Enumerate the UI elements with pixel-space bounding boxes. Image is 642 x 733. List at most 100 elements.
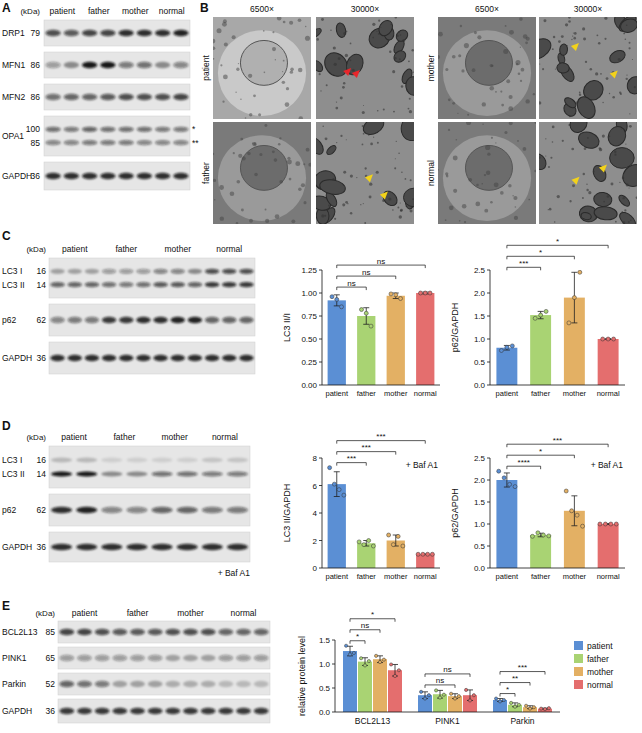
em-mitochondrion	[617, 193, 631, 208]
em-speck	[320, 90, 321, 91]
em-speck	[575, 102, 578, 105]
category-label: normal	[597, 389, 620, 398]
em-speck	[607, 195, 610, 198]
bar	[373, 659, 387, 712]
em-speck	[518, 72, 521, 75]
em-speck	[242, 157, 246, 161]
em-speck	[472, 68, 476, 72]
data-point	[465, 688, 468, 691]
em-speck	[550, 157, 552, 159]
em-arrow	[571, 43, 579, 51]
tick-label: 2.5	[474, 454, 486, 463]
band	[82, 173, 97, 179]
em-speck	[345, 201, 348, 204]
band	[76, 457, 97, 462]
band	[76, 507, 97, 513]
band	[130, 708, 145, 714]
em-image	[316, 17, 414, 119]
significance-label: ns	[361, 621, 369, 630]
em-speck	[283, 21, 286, 24]
protein-label: MFN2	[2, 92, 25, 102]
data-point	[394, 293, 398, 297]
em-speck	[400, 209, 402, 211]
data-point	[603, 522, 607, 526]
band	[165, 655, 180, 661]
em-speck	[298, 68, 303, 73]
em-speck	[571, 39, 572, 40]
em-speck	[306, 148, 310, 152]
em-image	[213, 17, 311, 119]
tick-label: 1.0	[319, 660, 331, 669]
band	[148, 655, 163, 661]
em-speck	[489, 86, 494, 91]
em-speck	[265, 219, 269, 223]
em-speck	[604, 17, 607, 20]
protein-label: p62	[2, 505, 16, 515]
band	[64, 62, 79, 68]
em-speck	[593, 170, 595, 172]
data-point	[367, 539, 371, 543]
em-speck	[632, 59, 633, 60]
y-tick	[487, 546, 490, 547]
em-mitochondrion	[559, 44, 568, 56]
em-speck	[545, 138, 546, 139]
em-speck	[252, 142, 256, 146]
band	[68, 282, 82, 287]
em-speck	[583, 173, 585, 175]
em-speck	[623, 197, 625, 199]
band	[152, 507, 173, 513]
band	[239, 282, 253, 287]
data-point	[513, 485, 517, 489]
em-speck	[400, 209, 403, 212]
y-tick	[487, 339, 490, 340]
tick-label: 0.5	[474, 542, 486, 551]
tick-label: 4	[313, 509, 318, 518]
em-speck	[409, 110, 412, 113]
y-tick	[319, 540, 322, 541]
em-speck	[552, 48, 554, 50]
band	[118, 62, 133, 68]
band	[59, 681, 74, 687]
data-point	[363, 664, 366, 667]
error-bar	[347, 646, 353, 656]
tick-label: 1.00	[301, 289, 317, 298]
em-speck	[279, 137, 281, 139]
data-point	[502, 698, 505, 701]
bar	[493, 700, 507, 712]
em-mitochondrion	[405, 76, 414, 97]
em-speck	[586, 184, 587, 185]
em-speck	[626, 74, 627, 75]
lane-label: patient	[61, 432, 87, 442]
em-speck	[606, 77, 609, 80]
em-speck	[626, 78, 628, 80]
band	[227, 544, 248, 550]
band	[137, 127, 152, 132]
y-tick	[487, 362, 490, 363]
band	[102, 317, 116, 323]
band	[50, 282, 64, 287]
em-speck	[390, 24, 392, 26]
em-speck	[238, 63, 239, 64]
y-tick	[487, 524, 490, 525]
em-speck	[549, 208, 552, 211]
em-bg	[213, 17, 311, 119]
data-point	[570, 509, 574, 513]
protein-label: BCL2L13	[2, 627, 38, 637]
em-speck	[263, 30, 265, 32]
em-speck	[545, 155, 546, 156]
em-speck	[412, 198, 414, 200]
em-speck	[602, 135, 605, 138]
significance-label: ns	[362, 268, 370, 277]
em-speck	[360, 204, 361, 205]
em-speck	[452, 102, 455, 105]
data-point	[371, 544, 375, 548]
em-speck	[383, 108, 385, 110]
em-speck	[481, 183, 483, 185]
band	[51, 544, 72, 550]
band-group	[50, 317, 253, 323]
em-mitochondrion	[380, 188, 400, 208]
data-point	[397, 669, 400, 672]
data-point	[393, 674, 396, 677]
significance-label: *	[356, 632, 359, 641]
em-speck	[445, 172, 448, 175]
